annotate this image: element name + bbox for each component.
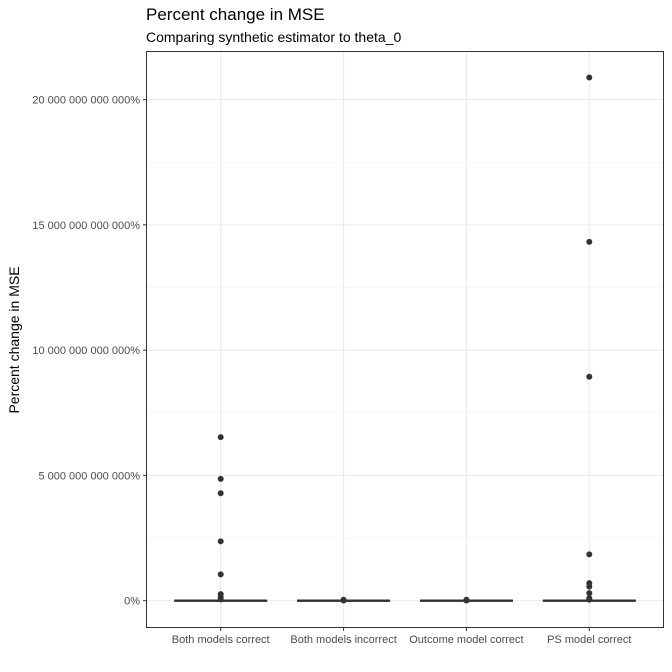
y-tick-label: 15 000 000 000 000% bbox=[32, 220, 140, 232]
outlier-point bbox=[586, 590, 593, 597]
outlier-point bbox=[586, 551, 593, 558]
x-tick-label: Both models incorrect bbox=[290, 634, 396, 646]
chart-title: Percent change in MSE bbox=[146, 5, 325, 24]
x-tick-label: Both models correct bbox=[172, 634, 270, 646]
outlier-point bbox=[217, 571, 224, 578]
panel-border bbox=[146, 51, 664, 628]
outlier-point bbox=[586, 74, 593, 81]
outlier-point bbox=[586, 583, 593, 590]
major-gridlines bbox=[147, 52, 663, 627]
chart-subtitle: Comparing synthetic estimator to theta_0 bbox=[146, 29, 402, 45]
x-tick-label: Outcome model correct bbox=[409, 634, 523, 646]
x-tick-label: PS model correct bbox=[547, 634, 631, 646]
outlier-point bbox=[217, 434, 224, 441]
outlier-point bbox=[586, 373, 593, 380]
x-axis: Both models correct Both models incorrect… bbox=[172, 627, 631, 646]
y-tick-label: 0% bbox=[124, 596, 140, 608]
outlier-point bbox=[217, 475, 224, 482]
outlier-point bbox=[463, 597, 470, 604]
outlier-point bbox=[217, 490, 224, 497]
y-tick-label: 5 000 000 000 000% bbox=[38, 470, 140, 482]
outlier-point bbox=[340, 597, 347, 604]
y-axis: 0% 5 000 000 000 000% 10 000 000 000 000% 1… bbox=[32, 95, 147, 608]
y-tick-label: 20 000 000 000 000% bbox=[32, 95, 140, 107]
minor-gridlines bbox=[147, 161, 663, 539]
outlier-point bbox=[217, 538, 224, 545]
outlier-point bbox=[586, 596, 593, 603]
chart-marks bbox=[174, 74, 636, 604]
y-tick-label: 10 000 000 000 000% bbox=[32, 345, 140, 357]
outlier-point bbox=[217, 596, 224, 603]
outlier-point bbox=[586, 238, 593, 245]
